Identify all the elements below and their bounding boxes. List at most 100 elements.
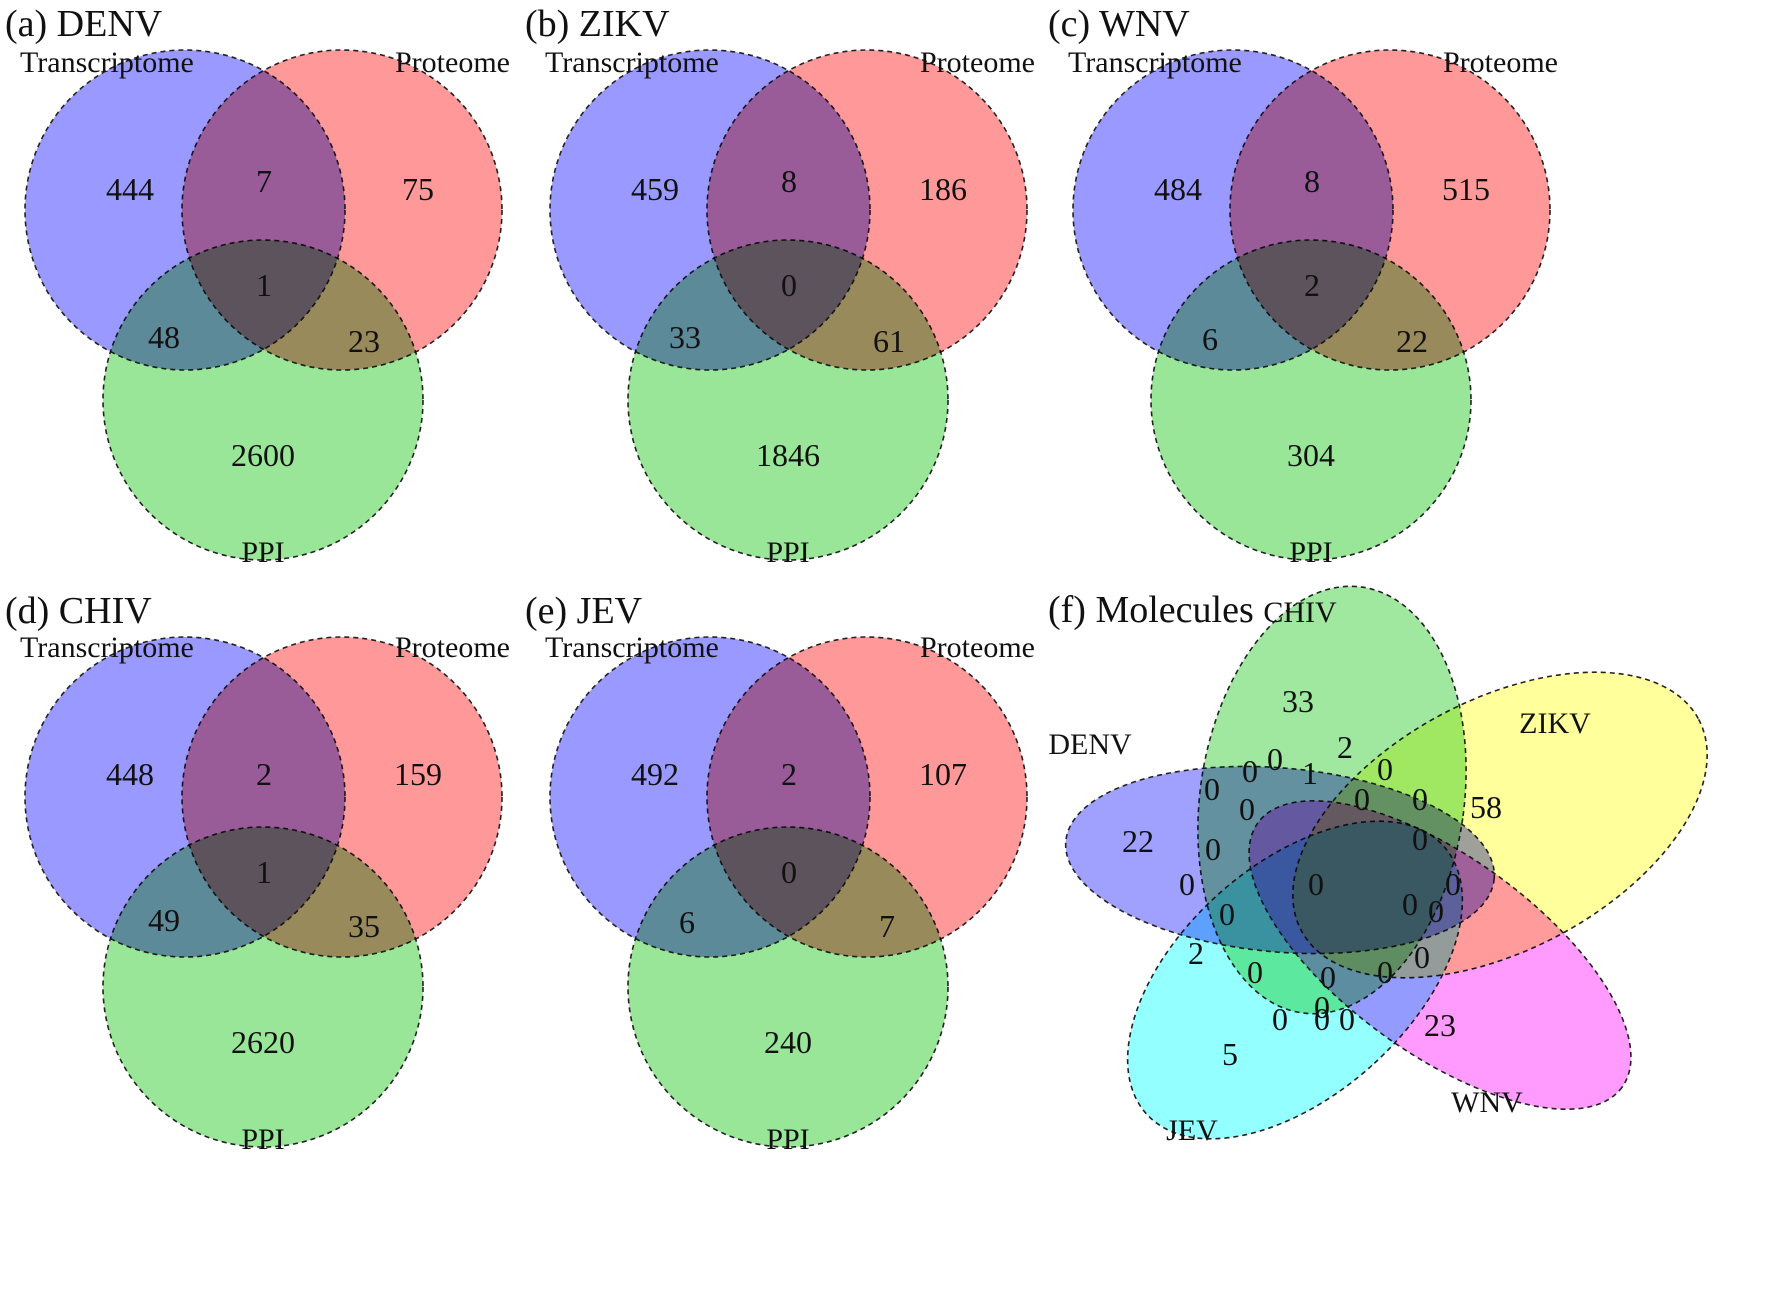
count-proteome-only: 75 xyxy=(402,171,434,207)
count-proteome-ppi: 22 xyxy=(1396,323,1428,359)
transcriptome-label: Transcriptome xyxy=(20,631,194,664)
count-all-three: 2 xyxy=(1304,267,1320,303)
count-proteome-only: 186 xyxy=(919,171,967,207)
transcriptome-label: Transcriptome xyxy=(20,46,194,79)
jev-label: JEV xyxy=(1166,1114,1218,1147)
count-transcriptome-proteome: 2 xyxy=(781,756,797,792)
count-ppi-only: 304 xyxy=(1287,437,1335,473)
region-count: 2 xyxy=(1337,729,1353,765)
count-transcriptome-only: 492 xyxy=(631,756,679,792)
region-count: 0 xyxy=(1445,866,1461,902)
region-count: 0 xyxy=(1320,959,1336,995)
region-count: 0 xyxy=(1247,954,1263,990)
wnv-set xyxy=(1248,800,1632,1110)
region-count: 0 xyxy=(1179,866,1195,902)
panel-title: (c) WNV xyxy=(1048,3,1190,45)
count-transcriptome-proteome: 7 xyxy=(256,163,272,199)
ppi-label: PPI xyxy=(241,1123,284,1156)
wnv-label: WNV xyxy=(1451,1086,1523,1119)
count-transcriptome-proteome: 8 xyxy=(1304,163,1320,199)
count-proteome-only: 515 xyxy=(1442,171,1490,207)
count-transcriptome-ppi: 48 xyxy=(148,319,180,355)
panel-title: (b) ZIKV xyxy=(525,3,670,45)
ppi-label: PPI xyxy=(241,536,284,569)
panel-title: (f) Molecules xyxy=(1048,589,1254,631)
count-proteome-only: 159 xyxy=(394,756,442,792)
region-count: 33 xyxy=(1282,683,1314,719)
count-proteome-ppi: 61 xyxy=(873,323,905,359)
region-count: 0 xyxy=(1242,753,1258,789)
region-count: 0 xyxy=(1267,741,1283,777)
region-count: 58 xyxy=(1470,789,1502,825)
count-ppi-only: 240 xyxy=(764,1024,812,1060)
region-count: 0 xyxy=(1428,893,1444,929)
region-count: 0 xyxy=(1412,781,1428,817)
region-count: 0 xyxy=(1308,866,1324,902)
count-transcriptome-ppi: 33 xyxy=(669,319,701,355)
venn-panel-jev: (e) JEV Transcriptome Proteome PPI 492 1… xyxy=(525,590,1035,1156)
region-count: 2 xyxy=(1188,935,1204,971)
region-count: 5 xyxy=(1222,1036,1238,1072)
transcriptome-label: Transcriptome xyxy=(1068,46,1242,79)
transcriptome-label: Transcriptome xyxy=(545,631,719,664)
count-transcriptome-ppi: 49 xyxy=(148,902,180,938)
region-count: 0 xyxy=(1239,791,1255,827)
region-count: 23 xyxy=(1424,1007,1456,1043)
venn-panel-zikv: (b) ZIKV Transcriptome Proteome PPI 459 … xyxy=(525,3,1035,569)
region-count: 0 xyxy=(1354,781,1370,817)
ppi-set xyxy=(102,826,424,1148)
venn-panel-denv: (a) DENV Transcriptome Proteome PPI 444 … xyxy=(5,3,510,569)
region-count: 0 xyxy=(1402,886,1418,922)
count-ppi-only: 2600 xyxy=(231,437,295,473)
count-transcriptome-only: 459 xyxy=(631,171,679,207)
proteome-label: Proteome xyxy=(395,46,510,79)
zikv-label: ZIKV xyxy=(1519,707,1591,740)
region-count: 0 xyxy=(1412,821,1428,857)
count-all-three: 1 xyxy=(256,854,272,890)
proteome-label: Proteome xyxy=(920,631,1035,664)
count-all-three: 1 xyxy=(256,267,272,303)
ppi-label: PPI xyxy=(766,536,809,569)
count-proteome-ppi: 35 xyxy=(348,908,380,944)
ppi-set xyxy=(627,826,949,1148)
proteome-label: Proteome xyxy=(1443,46,1558,79)
count-transcriptome-proteome: 8 xyxy=(781,163,797,199)
ppi-label: PPI xyxy=(766,1123,809,1156)
venn-panel-chiv: (d) CHIV Transcriptome Proteome PPI 448 … xyxy=(5,590,510,1156)
count-all-three: 0 xyxy=(781,267,797,303)
ppi-set xyxy=(1150,239,1472,561)
ppi-set xyxy=(627,239,949,561)
region-count: 0 xyxy=(1219,896,1235,932)
region-count: 0 xyxy=(1339,1001,1355,1037)
proteome-label: Proteome xyxy=(920,46,1035,79)
proteome-label: Proteome xyxy=(395,631,510,664)
count-transcriptome-only: 484 xyxy=(1154,171,1202,207)
venn-panel-molecules: (f) Molecules CHIV ZIKV DENV JEV WNV 33 5… xyxy=(1048,585,1708,1147)
ppi-set xyxy=(102,239,424,561)
region-count: 0 xyxy=(1314,1001,1330,1037)
region-count: 0 xyxy=(1204,771,1220,807)
region-count: 0 xyxy=(1205,831,1221,867)
region-count: 0 xyxy=(1414,939,1430,975)
panel-title: (d) CHIV xyxy=(5,590,152,632)
denv-label: DENV xyxy=(1048,728,1132,761)
venn-panel-wnv: (c) WNV Transcriptome Proteome PPI 484 5… xyxy=(1048,3,1558,569)
count-all-three: 0 xyxy=(781,854,797,890)
ppi-label: PPI xyxy=(1289,536,1332,569)
panel-title: (a) DENV xyxy=(5,3,163,45)
count-transcriptome-only: 448 xyxy=(106,756,154,792)
chiv-label: CHIV xyxy=(1263,596,1337,629)
count-proteome-only: 107 xyxy=(919,756,967,792)
panel-title: (e) JEV xyxy=(525,590,643,632)
region-count: 0 xyxy=(1272,1001,1288,1037)
count-transcriptome-ppi: 6 xyxy=(679,904,695,940)
count-transcriptome-proteome: 2 xyxy=(256,756,272,792)
region-count: 22 xyxy=(1122,823,1154,859)
count-proteome-ppi: 23 xyxy=(348,323,380,359)
count-transcriptome-only: 444 xyxy=(106,171,154,207)
transcriptome-label: Transcriptome xyxy=(545,46,719,79)
count-transcriptome-ppi: 6 xyxy=(1202,321,1218,357)
region-count: 0 xyxy=(1377,954,1393,990)
